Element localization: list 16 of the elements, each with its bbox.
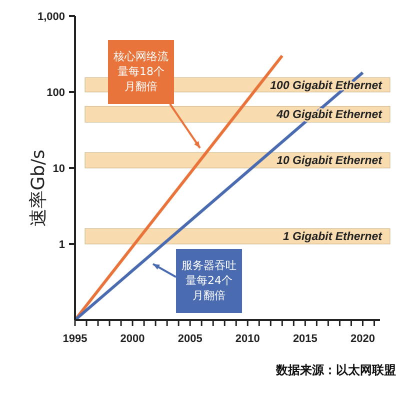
source-note: 数据来源：以太网联盟 <box>275 363 396 377</box>
annotation: 服务器吞吐量每24个月翻倍 <box>182 259 236 302</box>
y-tick-label: 100 <box>46 87 65 99</box>
x-tick-label: 2015 <box>292 333 318 345</box>
y-tick-label: 10 <box>52 163 65 175</box>
x-tick-label: 2000 <box>120 333 145 345</box>
y-tick-label: 1 <box>58 239 65 251</box>
x-tick-label: 1995 <box>62 333 88 345</box>
x-tick-label: 2020 <box>350 333 375 345</box>
x-tick-label: 2010 <box>235 333 260 345</box>
annotation: 核心网络流量每18个月翻倍 <box>112 50 168 93</box>
band-label: 10 Gigabit Ethernet <box>276 155 384 168</box>
band-label: 1 Gigabit Ethernet <box>282 231 384 244</box>
y-axis-title: 速率Gb/s <box>28 150 49 226</box>
y-tick-label: 1,000 <box>37 11 65 23</box>
x-tick-label: 2005 <box>178 333 202 345</box>
